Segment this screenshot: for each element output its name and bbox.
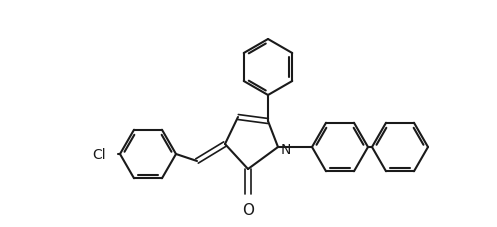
- Text: N: N: [281, 142, 291, 156]
- Text: Cl: Cl: [92, 147, 106, 161]
- Text: O: O: [242, 202, 254, 217]
